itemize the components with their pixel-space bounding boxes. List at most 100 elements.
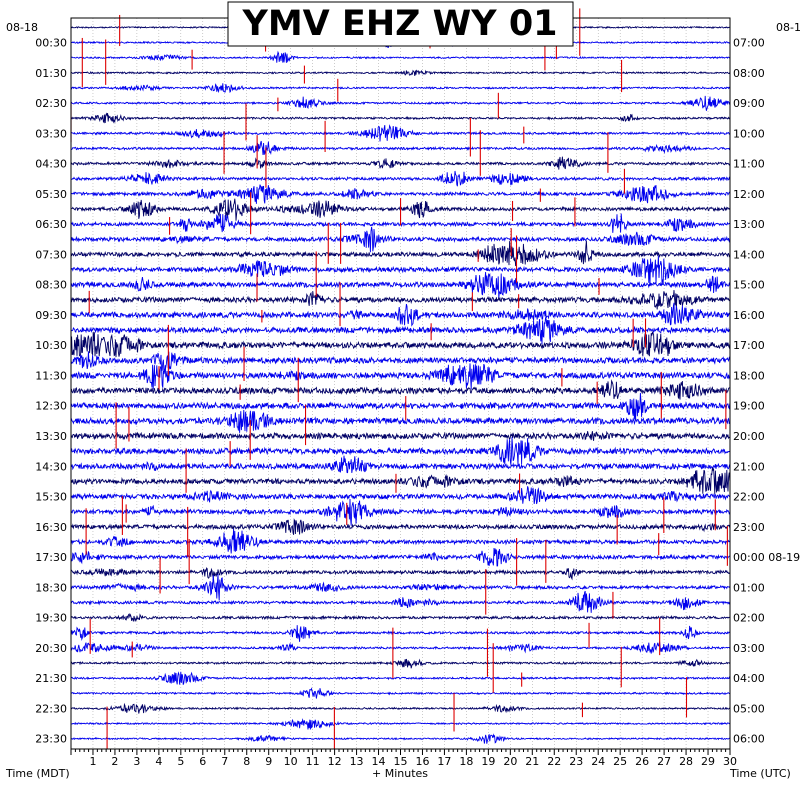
left-time-label: 11:30 [35,369,67,382]
x-tick-label: 3 [133,755,140,768]
trace-row [70,518,731,535]
right-axis-label: Time (UTC) [729,767,791,780]
x-tick-label: 11 [306,755,320,768]
left-time-label: 19:30 [35,612,67,625]
x-tick-label: 9 [265,755,272,768]
trace-row [70,547,730,567]
trace-row [70,112,731,124]
left-time-label: 21:30 [35,672,67,685]
trace-row [70,641,731,654]
trace-row [70,733,730,744]
trace-row [70,95,731,111]
trace-row [70,302,731,327]
x-tick-label: 17 [437,755,451,768]
trace-row [70,379,731,400]
x-tick-label: 19 [481,755,495,768]
right-time-label: 05:00 [733,702,765,715]
trace-row [70,486,731,505]
right-time-label: 06:00 [733,733,765,746]
left-time-label: 07:30 [35,248,67,261]
trace-row [70,658,731,669]
right-time-label: 01:00 [733,581,765,594]
trace-row [70,184,731,204]
trace-row [70,467,731,495]
trace-row [70,240,731,267]
trace-row [70,363,730,390]
x-tick-label: 26 [635,755,649,768]
left-date-label: 08-18 [6,21,38,34]
trace-row [70,255,731,284]
trace-row [70,330,731,358]
right-time-label: 04:00 [733,672,765,685]
right-time-label: 19:00 [733,400,765,413]
right-date-label: 08-1 [776,21,800,34]
trace-row [70,498,731,526]
left-time-label: 02:30 [35,97,67,110]
x-tick-label: 14 [372,755,386,768]
left-time-label: 15:30 [35,491,67,504]
x-tick-label: 18 [459,755,473,768]
trace-row [70,170,731,187]
right-time-label: 18:00 [733,369,765,382]
right-time-label: 11:00 [733,158,765,171]
x-tick-label: 5 [177,755,184,768]
x-axis-label: + Minutes [372,767,428,780]
x-tick-label: 8 [243,755,250,768]
trace-row [70,50,731,63]
left-time-label: 14:30 [35,460,67,473]
left-time-label: 01:30 [35,67,67,80]
right-time-label: 17:00 [733,339,765,352]
trace-row [70,271,731,299]
x-tick-label: 29 [701,755,715,768]
right-time-label: 16:00 [733,309,765,322]
x-tick-label: 30 [723,755,737,768]
x-tick-label: 20 [503,755,517,768]
right-time-label: 08:00 [733,67,765,80]
x-tick-label: 12 [328,755,342,768]
trace-row [70,140,731,156]
trace-row [70,702,731,714]
right-time-label: 12:00 [733,188,765,201]
right-time-label: 14:00 [733,248,765,261]
left-time-label: 17:30 [35,551,67,564]
trace-row [70,317,731,345]
x-tick-label: 6 [199,755,206,768]
trace-row [70,590,731,613]
x-tick-label: 22 [547,755,561,768]
left-time-label: 03:30 [35,127,67,140]
trace-row [70,351,731,375]
trace-row [70,567,731,581]
x-axis-ticks: 1 2 3 4 5 6 7 8 9 10 11 12 13 14 15 16 17 18 19 20 21 22 23 24 2… [70,749,737,768]
trace-row [70,613,731,622]
left-time-label: 08:30 [35,279,67,292]
left-time-label: 18:30 [35,581,67,594]
left-axis-label: Time (MDT) [5,767,70,780]
x-tick-label: 24 [591,755,605,768]
trace-row [70,226,731,253]
right-time-labels: 07:00 08:00 09:00 10:00 11:00 12:00 13:00 14:00… [733,37,800,746]
trace-row [70,528,731,554]
left-time-label: 20:30 [35,642,67,655]
clipped-spikes [70,8,728,749]
x-tick-label: 10 [284,755,298,768]
trace-row [70,437,731,465]
trace-row [70,671,731,685]
x-tick-label: 13 [350,755,364,768]
x-tick-label: 7 [221,755,228,768]
trace-row [70,455,731,474]
x-tick-label: 21 [525,755,539,768]
left-time-label: 06:30 [35,218,67,231]
x-tick-label: 25 [613,755,627,768]
trace-row [70,625,731,642]
left-time-label: 05:30 [35,188,67,201]
trace-row [70,409,731,433]
right-time-label: 07:00 [733,37,765,50]
trace-row [70,290,731,310]
left-time-labels: 00:30 01:30 02:30 03:30 04:30 05:30 06:30 07:30… [35,37,67,746]
right-time-label: 13:00 [733,218,765,231]
trace-row [70,687,731,699]
right-time-label: 20:00 [733,430,765,443]
x-tick-label: 16 [415,755,429,768]
left-time-label: 00:30 [35,37,67,50]
